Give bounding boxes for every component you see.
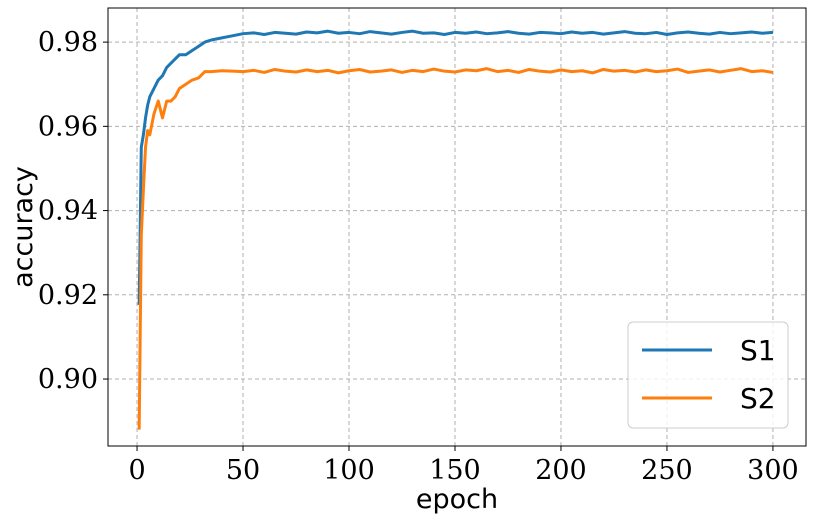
y-tick-label: 0.94 bbox=[38, 196, 98, 227]
x-tick-label: 200 bbox=[535, 455, 587, 486]
y-tick-label: 0.92 bbox=[38, 280, 98, 311]
x-tick-label: 100 bbox=[323, 455, 375, 486]
x-tick-label: 0 bbox=[128, 455, 145, 486]
x-tick-label: 300 bbox=[747, 455, 799, 486]
plot-frame bbox=[107, 7, 807, 447]
x-tick-label: 150 bbox=[429, 455, 481, 486]
series-line bbox=[137, 67, 774, 430]
y-tick-label: 0.90 bbox=[38, 364, 98, 395]
legend-label: S2 bbox=[740, 382, 776, 415]
y-tick-label: 0.98 bbox=[38, 27, 98, 58]
x-tick-label: 50 bbox=[226, 455, 260, 486]
y-tick-label: 0.96 bbox=[38, 111, 98, 142]
legend-label: S1 bbox=[740, 334, 776, 367]
x-axis-label: epoch bbox=[416, 484, 498, 515]
y-axis-label: accuracy bbox=[8, 166, 39, 288]
x-tick-label: 250 bbox=[641, 455, 693, 486]
series-line bbox=[137, 29, 774, 305]
